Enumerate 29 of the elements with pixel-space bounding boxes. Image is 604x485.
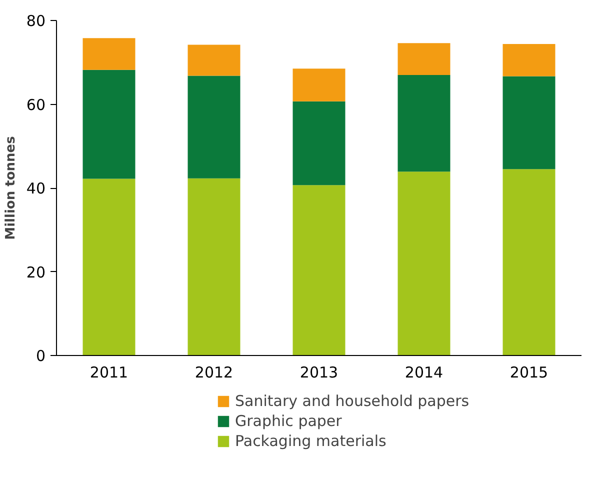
bar	[398, 74, 450, 172]
y-tick-label: 40	[26, 180, 46, 198]
x-tick-label: 2011	[90, 364, 128, 382]
x-tick-label: 2012	[194, 364, 234, 382]
bar	[292, 101, 346, 186]
legend-label: Packaging materials	[235, 432, 386, 450]
y-axis-title: Million tonnes	[3, 136, 18, 240]
bar	[82, 70, 136, 179]
bar	[188, 76, 240, 178]
bar	[398, 43, 450, 75]
bar	[502, 44, 556, 76]
bar	[398, 172, 450, 356]
y-tick-label: 60	[26, 96, 46, 114]
bar	[292, 185, 346, 356]
x-tick-label: 2015	[510, 364, 548, 382]
bar	[82, 178, 136, 356]
y-tick-label: 20	[26, 263, 46, 282]
bar	[502, 76, 556, 170]
bar	[188, 178, 240, 356]
x-tick-label: 2013	[300, 364, 338, 382]
legend-label: Sanitary and household papers	[235, 392, 470, 410]
x-tick-label: 2014	[404, 364, 444, 382]
bar	[292, 68, 346, 102]
bar	[502, 169, 556, 356]
bar	[188, 44, 240, 76]
bar	[82, 38, 136, 70]
legend-label: Graphic paper	[235, 412, 342, 430]
y-tick-label: 0	[36, 347, 46, 365]
y-tick-label: 80	[26, 12, 46, 30]
